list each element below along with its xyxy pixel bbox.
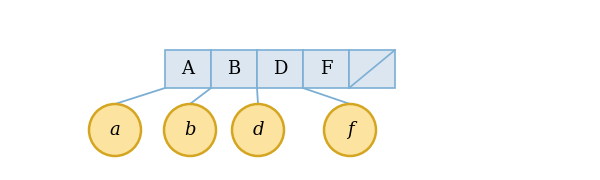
Text: f: f xyxy=(347,121,353,139)
Circle shape xyxy=(324,104,376,156)
Bar xyxy=(211,50,257,88)
Text: A: A xyxy=(182,60,194,78)
Text: d: d xyxy=(252,121,264,139)
Text: B: B xyxy=(227,60,241,78)
Bar xyxy=(165,50,211,88)
Circle shape xyxy=(89,104,141,156)
Circle shape xyxy=(232,104,284,156)
Circle shape xyxy=(164,104,216,156)
Bar xyxy=(349,50,395,88)
Bar xyxy=(257,50,303,88)
Text: b: b xyxy=(184,121,196,139)
Text: D: D xyxy=(273,60,287,78)
Bar xyxy=(303,50,349,88)
Text: a: a xyxy=(110,121,121,139)
Text: F: F xyxy=(320,60,332,78)
